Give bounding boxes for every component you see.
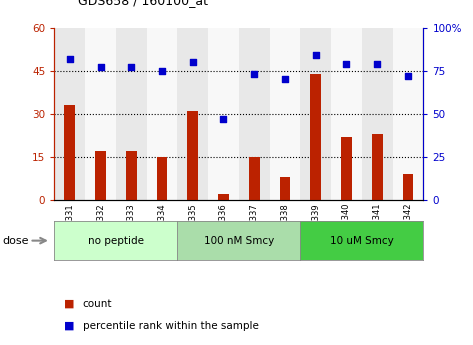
Point xyxy=(189,59,197,65)
Text: no peptide: no peptide xyxy=(88,236,144,246)
Point xyxy=(251,71,258,77)
Bar xyxy=(116,28,147,200)
Text: 10 uM Smcy: 10 uM Smcy xyxy=(330,236,394,246)
Point xyxy=(374,61,381,67)
Text: 100 nM Smcy: 100 nM Smcy xyxy=(204,236,274,246)
Bar xyxy=(218,194,229,200)
Bar xyxy=(393,28,423,200)
Bar xyxy=(95,151,106,200)
Text: ■: ■ xyxy=(64,299,74,308)
Bar xyxy=(300,28,331,200)
Bar xyxy=(85,28,116,200)
Bar xyxy=(372,134,383,200)
Text: GDS658 / 160100_at: GDS658 / 160100_at xyxy=(78,0,208,7)
Point xyxy=(342,61,350,67)
Text: ■: ■ xyxy=(64,321,74,331)
Point xyxy=(281,77,289,82)
Bar xyxy=(280,177,290,200)
Point xyxy=(96,65,104,70)
Point xyxy=(128,65,135,70)
Bar xyxy=(177,28,208,200)
Point xyxy=(404,73,412,79)
Bar xyxy=(157,157,167,200)
Point xyxy=(66,56,74,61)
Point xyxy=(158,68,166,73)
Bar xyxy=(187,111,198,200)
Text: percentile rank within the sample: percentile rank within the sample xyxy=(83,321,259,331)
Text: dose: dose xyxy=(2,236,29,246)
Bar xyxy=(341,137,352,200)
Bar xyxy=(270,28,300,200)
Bar xyxy=(239,28,270,200)
Bar xyxy=(208,28,239,200)
Bar xyxy=(362,28,393,200)
Bar xyxy=(403,174,413,200)
Text: count: count xyxy=(83,299,112,308)
Bar xyxy=(310,73,321,200)
Bar xyxy=(126,151,137,200)
Bar xyxy=(331,28,362,200)
Point xyxy=(312,52,320,58)
Bar xyxy=(147,28,177,200)
Bar xyxy=(64,105,75,200)
Point xyxy=(219,116,227,122)
Bar xyxy=(249,157,260,200)
Bar xyxy=(54,28,85,200)
